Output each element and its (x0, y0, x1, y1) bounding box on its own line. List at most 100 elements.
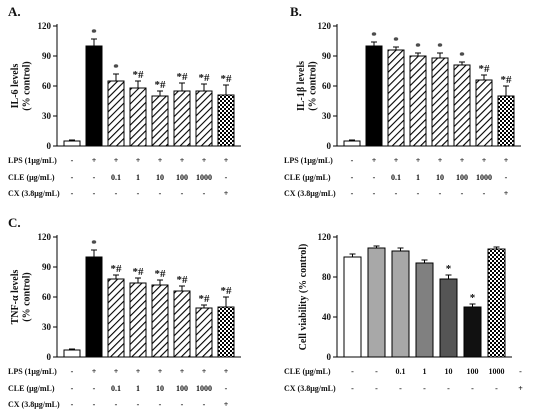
condition-cell-cle: 1 (136, 384, 140, 393)
bar (487, 248, 506, 358)
panel-a-letter: A. (8, 4, 21, 19)
panel-c-row-cle: CLE (μg/mL) (8, 384, 55, 393)
condition-cell-lps: + (460, 156, 465, 165)
condition-cell-lps: + (114, 156, 119, 165)
y-axis-label: TNF-α levels(% control) (10, 270, 33, 325)
condition-cell-cle: 100 (467, 367, 479, 376)
chart-panel-a: 0 30 60 90 120 IL-6 levels(% control) * * *# *# *#… (10, 21, 241, 198)
bar (391, 250, 410, 358)
condition-cell-cx: - (159, 189, 162, 198)
condition-cell-cx: - (203, 189, 206, 198)
y-tick-label: 60 (42, 81, 52, 91)
condition-cell-lps: + (202, 156, 207, 165)
condition-cell-lps: + (438, 156, 443, 165)
bar (217, 94, 235, 147)
condition-cell-cx: + (518, 384, 523, 393)
bar (343, 256, 362, 358)
bar (463, 306, 482, 358)
bar (367, 247, 386, 358)
bar (195, 307, 213, 358)
significance-label: *# (199, 72, 211, 84)
bar (453, 64, 471, 147)
y-tick-label: 0 (327, 352, 332, 362)
condition-cell-cx: - (495, 384, 498, 393)
bar (107, 278, 125, 358)
bar (85, 45, 103, 147)
condition-cell-cx: + (504, 189, 509, 198)
y-axis-label: IL-6 levels(% control) (10, 61, 33, 111)
significance-label: * (91, 27, 97, 39)
condition-cell-cx: - (375, 384, 378, 393)
panel-b-row-cle: CLE (μg/mL) (284, 173, 331, 182)
condition-cell-cle: 1000 (489, 367, 505, 376)
condition-cell-cle: 1000 (476, 173, 492, 182)
panel-c-letter: C. (8, 215, 21, 230)
condition-cell-lps: + (504, 156, 509, 165)
bar (217, 306, 235, 358)
condition-cell-cle: - (505, 173, 508, 182)
panel-b-row-lps: LPS (1μg/mL) (284, 156, 333, 165)
significance-label: *# (501, 74, 513, 86)
condition-cell-cx: - (423, 384, 426, 393)
chart-panels: 0 30 60 90 120 IL-6 levels(% control) * * *# *# *#… (10, 21, 523, 409)
y-tick-label: 120 (318, 21, 332, 31)
condition-cell-cx: - (181, 189, 184, 198)
significance-label: *# (155, 79, 167, 91)
panel-a-row-cle: CLE (μg/mL) (8, 173, 55, 182)
panel-a-row-cx: CX (3.8μg/mL) (8, 189, 60, 198)
y-tick-label: 120 (38, 232, 52, 242)
condition-cell-cle: 1000 (196, 384, 212, 393)
condition-cell-lps: + (114, 367, 119, 376)
condition-cell-cx: - (115, 400, 118, 409)
condition-cell-lps: + (482, 156, 487, 165)
bar (63, 349, 81, 358)
y-tick-label: 90 (42, 262, 52, 272)
y-tick-label: 30 (42, 111, 52, 121)
condition-cell-cx: - (373, 189, 376, 198)
condition-cell-lps: + (394, 156, 399, 165)
condition-cell-cle: - (93, 384, 96, 393)
condition-cell-cle: 100 (456, 173, 468, 182)
condition-cell-lps: + (92, 367, 97, 376)
condition-cell-cx: - (351, 384, 354, 393)
y-tick-label: 0 (47, 352, 52, 362)
condition-cell-cle: 0.1 (391, 173, 401, 182)
y-tick-label: 60 (42, 292, 52, 302)
condition-cell-cle: 0.1 (111, 173, 121, 182)
condition-cell-lps: + (416, 156, 421, 165)
panel-c-row-lps: LPS (1μg/mL) (8, 367, 57, 376)
significance-label: * (371, 30, 377, 42)
condition-cell-lps: + (372, 156, 377, 165)
condition-cell-lps: + (202, 367, 207, 376)
significance-label: * (459, 50, 465, 62)
bar (173, 290, 191, 358)
condition-cell-cx: - (417, 189, 420, 198)
condition-cell-cle: - (225, 384, 228, 393)
condition-cell-cx: - (137, 400, 140, 409)
significance-label: * (470, 292, 476, 304)
condition-cell-cle: 1000 (196, 173, 212, 182)
condition-cell-cle: 10 (436, 173, 444, 182)
bar (129, 87, 147, 147)
condition-cell-cle: 10 (156, 173, 164, 182)
condition-cell-cle: - (225, 173, 228, 182)
significance-label: * (437, 41, 443, 53)
y-axis-label-line: TNF-α levels (10, 270, 21, 325)
condition-cell-cle: - (71, 384, 74, 393)
condition-cell-cle: 0.1 (111, 384, 121, 393)
condition-cell-lps: + (180, 156, 185, 165)
condition-cell-lps: + (136, 367, 141, 376)
condition-cell-cx: - (399, 384, 402, 393)
y-axis-label-line: (% control) (22, 272, 33, 322)
condition-cell-cle: 1 (136, 173, 140, 182)
condition-cell-cx: - (351, 189, 354, 198)
bar (195, 90, 213, 147)
condition-cell-cx: - (71, 189, 74, 198)
significance-label: * (91, 238, 97, 250)
significance-label: *# (155, 268, 167, 280)
condition-cell-cx: + (224, 400, 229, 409)
bar (365, 45, 383, 147)
condition-cell-cle: 100 (176, 384, 188, 393)
significance-label: *# (133, 266, 145, 278)
